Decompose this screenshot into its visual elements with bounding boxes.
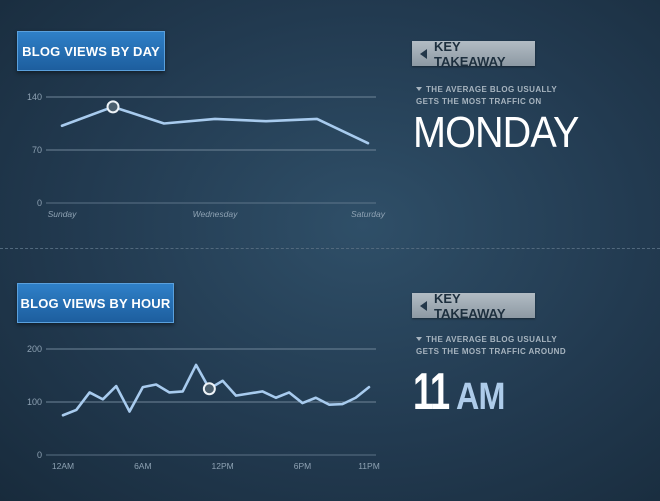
- hour-key-takeaway-button[interactable]: KEY TAKEAWAY: [412, 290, 535, 321]
- hour-answer-number: 11: [413, 363, 450, 421]
- hour-takeaway-text: THE AVERAGE BLOG USUALLY GETS THE MOST T…: [416, 334, 586, 358]
- y-tick-label: 140: [27, 92, 42, 102]
- x-tick-label: Wednesday: [193, 209, 238, 219]
- x-tick-label: Saturday: [351, 209, 386, 219]
- x-tick-label: 12AM: [52, 461, 74, 471]
- hour-answer: 11 AM: [413, 362, 513, 422]
- peak-marker: [202, 382, 216, 396]
- triangle-down-icon: [416, 337, 422, 341]
- day-takeaway-text: THE AVERAGE BLOG USUALLY GETS THE MOST T…: [416, 84, 586, 108]
- hour-takeaway-line-1: THE AVERAGE BLOG USUALLY: [426, 335, 558, 344]
- x-tick-label: 12PM: [212, 461, 234, 471]
- hour-chart: 0 100 200 12AM 6AM 12PM 6PM 11PM: [27, 344, 380, 471]
- y-tick-label: 100: [27, 397, 42, 407]
- day-chart: 0 70 140 Sunday Wednesday Saturday: [27, 92, 386, 219]
- series-line: [60, 105, 370, 145]
- x-tick-label: 6PM: [294, 461, 311, 471]
- y-tick-label: 70: [32, 145, 42, 155]
- day-key-takeaway-label: KEY TAKEAWAY: [434, 38, 506, 69]
- section-divider: [0, 248, 660, 249]
- day-key-takeaway-button[interactable]: KEY TAKEAWAY: [412, 38, 535, 69]
- hour-section: 0 100 200 12AM 6AM 12PM 6PM 11PM BLOG VIEWS BY …: [0, 250, 660, 501]
- y-tick-label: 200: [27, 344, 42, 354]
- day-takeaway-line-1: THE AVERAGE BLOG USUALLY: [426, 85, 558, 94]
- x-tick-label: 11PM: [358, 461, 380, 471]
- hour-chart-title: BLOG VIEWS BY HOUR: [17, 283, 174, 323]
- arrow-left-icon: [420, 300, 427, 311]
- series-line: [61, 363, 371, 417]
- arrow-left-icon: [420, 48, 427, 59]
- hour-takeaway-line-2: GETS THE MOST TRAFFIC AROUND: [416, 347, 567, 356]
- x-tick-label: Sunday: [48, 209, 78, 219]
- day-chart-title: BLOG VIEWS BY DAY: [17, 31, 165, 71]
- peak-marker: [106, 100, 120, 114]
- x-tick-label: 6AM: [134, 461, 151, 471]
- y-tick-label: 0: [37, 198, 42, 208]
- day-answer: MONDAY: [413, 108, 579, 157]
- day-section: 0 70 140 Sunday Wednesday Saturday BLOG VIEWS…: [0, 0, 660, 248]
- y-tick-label: 0: [37, 450, 42, 460]
- triangle-down-icon: [416, 87, 422, 91]
- day-takeaway-line-2: GETS THE MOST TRAFFIC ON: [416, 97, 542, 106]
- hour-answer-unit: AM: [455, 376, 505, 418]
- hour-key-takeaway-label: KEY TAKEAWAY: [434, 290, 506, 321]
